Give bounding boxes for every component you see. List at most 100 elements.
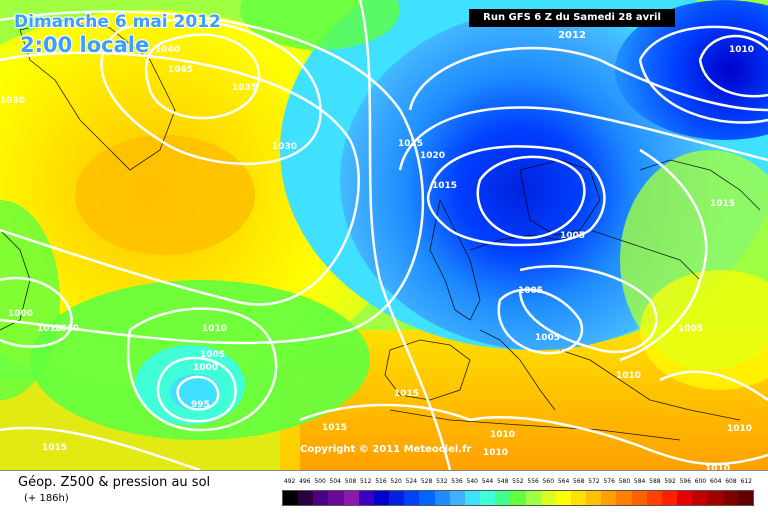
legend-swatch xyxy=(358,491,374,505)
legend-value: 496 xyxy=(299,478,311,485)
legend-swatch xyxy=(404,491,420,505)
parameter-title: Géop. Z500 & pression au sol xyxy=(18,475,211,490)
isobar-label: 1010 xyxy=(37,324,62,334)
legend-value: 532 xyxy=(436,478,448,485)
legend-value: 612 xyxy=(740,478,752,485)
legend-swatch xyxy=(373,491,390,505)
isobar-label: 1005 xyxy=(518,286,543,296)
legend-swatch xyxy=(737,491,753,505)
isobar-label: 1015 xyxy=(42,443,67,453)
legend-value: 516 xyxy=(375,478,387,485)
weather-map: 1040 1045 1035 1030 1030 1025 1020 1015 … xyxy=(0,0,768,470)
isobar-label: 1000 xyxy=(193,363,218,373)
legend-value: 604 xyxy=(710,478,722,485)
legend-swatch xyxy=(495,491,511,505)
forecast-date: Dimanche 6 mai 2012 xyxy=(14,12,221,32)
legend-value: 596 xyxy=(679,478,692,485)
west-high-core xyxy=(75,135,255,255)
legend-swatch xyxy=(570,491,587,505)
southeast-yellow-zone xyxy=(640,270,768,390)
isobar-label: 1025 xyxy=(398,139,423,149)
isobar-label: 1010 xyxy=(483,448,508,458)
legend-swatch xyxy=(328,491,344,505)
copyright: Copyright © 2011 Meteociel.fr xyxy=(300,444,472,455)
legend-swatch xyxy=(692,491,708,505)
isobar-label: 995 xyxy=(191,400,210,410)
isobar-label: 1010 xyxy=(729,45,754,55)
isobar-label: 1030 xyxy=(0,96,25,106)
legend-value: 576 xyxy=(603,478,615,485)
legend-value: 552 xyxy=(512,478,524,485)
legend-value: 572 xyxy=(588,478,600,485)
legend-swatch xyxy=(389,491,405,505)
legend-value: 500 xyxy=(314,478,326,485)
isobar-label: 1010 xyxy=(54,324,79,334)
isobar-label: 1015 xyxy=(394,389,419,399)
legend-swatch xyxy=(525,491,541,505)
legend-value: 544 xyxy=(481,478,494,485)
legend-swatch xyxy=(616,491,632,505)
legend-swatch xyxy=(298,491,314,505)
legend-value: 520 xyxy=(390,478,402,485)
legend-swatch xyxy=(510,491,526,505)
isobar-label: 1030 xyxy=(272,142,297,152)
legend-value: 492 xyxy=(283,478,296,485)
legend-labels: 492 496 500 504 508 512 516 520 524 528 532 536 540 5… xyxy=(282,478,754,488)
top-green-zone xyxy=(240,0,400,50)
isobars xyxy=(0,0,768,470)
legend-value: 524 xyxy=(405,478,418,485)
isobar-label: 1010 xyxy=(727,424,752,434)
legend-swatch xyxy=(434,491,450,505)
legend-swatch xyxy=(419,491,435,505)
isobar-label: 1040 xyxy=(155,45,180,55)
west-edge-green xyxy=(0,200,60,400)
legend-value: 560 xyxy=(542,478,555,485)
legend-bar xyxy=(282,490,754,506)
legend-swatch xyxy=(586,491,602,505)
legend-value: 528 xyxy=(420,478,433,485)
isobar-label: 1010 xyxy=(490,430,515,440)
legend-value: 592 xyxy=(664,478,676,485)
legend-value: 548 xyxy=(496,478,509,485)
legend-value: 608 xyxy=(725,478,737,485)
legend-value: 588 xyxy=(649,478,661,485)
legend-value: 512 xyxy=(359,478,372,485)
isobar-label: 1010 xyxy=(616,371,641,381)
legend-swatch xyxy=(343,491,359,505)
legend-value: 556 xyxy=(527,478,539,485)
legend-swatch xyxy=(480,491,496,505)
legend-swatch xyxy=(677,491,693,505)
legend-swatch xyxy=(540,491,556,505)
isobar-labels: 1040 1045 1035 1030 1030 1025 1020 1015 … xyxy=(0,45,754,470)
legend-value: 580 xyxy=(618,478,631,485)
legend-swatch xyxy=(631,491,647,505)
legend-swatch xyxy=(661,491,678,505)
legend-swatch xyxy=(313,491,329,505)
isobar-label: 1045 xyxy=(168,65,193,75)
legend-value: 536 xyxy=(451,478,463,485)
legend-value: 508 xyxy=(344,478,357,485)
isobar-label: 1000 xyxy=(8,309,33,319)
isobar-label: 1015 xyxy=(322,423,347,433)
legend-swatch xyxy=(722,491,738,505)
legend-value: 584 xyxy=(633,478,646,485)
isobar-label: 1005 xyxy=(560,231,585,241)
legend-value: 564 xyxy=(557,478,570,485)
isobar-label: 1010 xyxy=(202,324,227,334)
isobar-label: 1015 xyxy=(432,181,457,191)
legend-swatch xyxy=(707,491,723,505)
isobar-label: 1015 xyxy=(710,199,735,209)
isobar-label: 1005 xyxy=(535,333,560,343)
isobar-label: 1020 xyxy=(420,151,445,161)
legend-value: 540 xyxy=(466,478,478,485)
color-legend: 492 496 500 504 508 512 516 520 524 528 532 536 540 5… xyxy=(282,478,754,508)
legend-swatch xyxy=(283,491,299,505)
isobar-label: 1010 xyxy=(705,464,730,470)
isobar-label: 1035 xyxy=(232,83,257,93)
legend-swatch xyxy=(646,491,662,505)
isobar-label: 1005 xyxy=(200,350,225,360)
legend-swatch xyxy=(601,491,617,505)
northeast-low-zone xyxy=(615,0,768,140)
legend-value: 568 xyxy=(573,478,585,485)
isobar-label: 1005 xyxy=(678,324,703,334)
